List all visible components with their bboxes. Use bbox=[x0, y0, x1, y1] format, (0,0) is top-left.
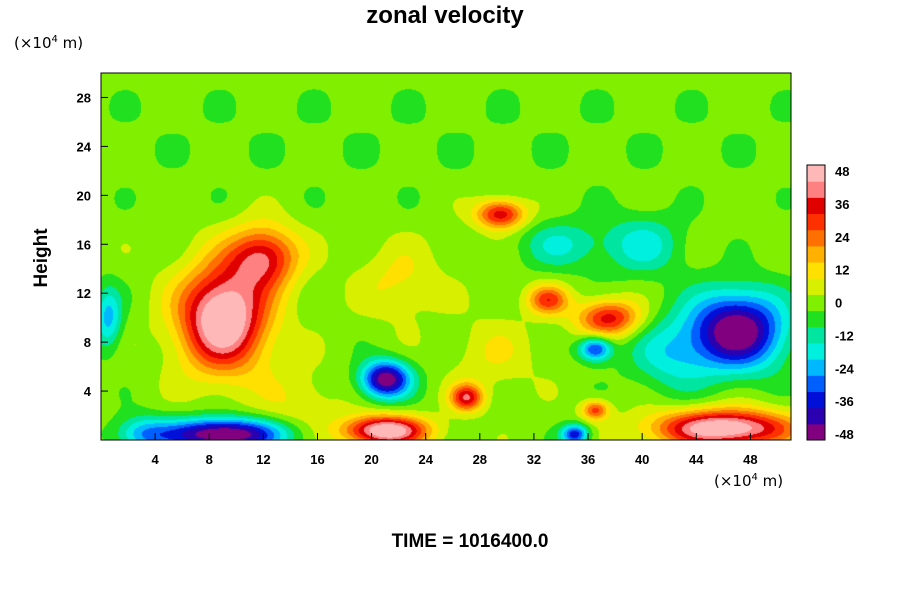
colorbar-band bbox=[807, 181, 825, 198]
y-tick-label: 8 bbox=[84, 335, 91, 350]
colorbar-band bbox=[807, 391, 825, 409]
colorbar-tick-label: 24 bbox=[835, 230, 850, 245]
plot-frame bbox=[100, 72, 792, 441]
y-unit-suffix: m) bbox=[57, 34, 84, 52]
x-tick-label: 8 bbox=[206, 452, 213, 467]
x-tick-label: 4 bbox=[152, 452, 160, 467]
colorbar: 48 36 24 12 0 -12 -24 -36 -48 bbox=[806, 164, 855, 442]
colorbar-band bbox=[807, 245, 825, 263]
colorbar-band bbox=[807, 294, 825, 312]
heatmap-field bbox=[101, 73, 791, 440]
colorbar-band bbox=[807, 375, 825, 392]
colorbar-band bbox=[807, 197, 825, 215]
colorbar-tick-label: -36 bbox=[835, 394, 854, 409]
colorbar-band bbox=[807, 407, 825, 425]
y-tick-label: 4 bbox=[84, 384, 92, 399]
colorbar-tick-label: 12 bbox=[835, 263, 849, 278]
colorbar-band bbox=[807, 165, 825, 182]
y-unit-prefix: (×10 bbox=[14, 34, 52, 52]
x-tick-label: 48 bbox=[743, 452, 757, 467]
x-unit-prefix: (×10 bbox=[714, 472, 752, 490]
colorbar-band bbox=[807, 278, 825, 295]
y-axis-unit: (×104 m) bbox=[14, 34, 83, 52]
x-tick-label: 36 bbox=[581, 452, 595, 467]
colorbar-band bbox=[807, 213, 825, 231]
colorbar-band bbox=[807, 262, 825, 279]
colorbar-band bbox=[807, 326, 825, 344]
x-tick-label: 20 bbox=[364, 452, 378, 467]
colorbar-tick-label: -24 bbox=[835, 361, 855, 376]
x-unit-suffix: m) bbox=[757, 472, 784, 490]
colorbar-tick-label: -48 bbox=[835, 427, 854, 442]
colorbar-band bbox=[807, 229, 825, 247]
x-tick-label: 44 bbox=[689, 452, 704, 467]
x-tick-label: 40 bbox=[635, 452, 649, 467]
colorbar-band bbox=[807, 423, 825, 441]
x-axis-ticks: 4 8 12 16 20 24 28 32 36 40 44 48 bbox=[152, 433, 758, 467]
x-tick-label: 28 bbox=[473, 452, 487, 467]
x-tick-label: 32 bbox=[527, 452, 541, 467]
y-tick-label: 28 bbox=[77, 90, 91, 105]
colorbar-tick-label: 0 bbox=[835, 296, 842, 311]
x-tick-label: 24 bbox=[418, 452, 433, 467]
x-unit-exponent: 4 bbox=[751, 472, 758, 483]
y-tick-label: 12 bbox=[77, 286, 91, 301]
colorbar-band bbox=[807, 310, 825, 328]
y-unit-exponent: 4 bbox=[51, 34, 58, 45]
y-tick-label: 16 bbox=[77, 237, 91, 252]
colorbar-frame bbox=[806, 164, 826, 441]
colorbar-band bbox=[807, 342, 825, 360]
colorbar-tick-label: -12 bbox=[835, 328, 854, 343]
y-axis-ticks: 4 8 12 16 20 24 28 bbox=[77, 90, 108, 399]
colorbar-tick-label: 36 bbox=[835, 197, 849, 212]
y-tick-label: 20 bbox=[77, 188, 91, 203]
chart-title: zonal velocity bbox=[366, 2, 524, 29]
x-tick-label: 16 bbox=[310, 452, 324, 467]
time-readout: TIME = 1016400.0 bbox=[391, 531, 549, 552]
x-axis-unit: (×104 m) bbox=[714, 472, 783, 490]
x-tick-label: 12 bbox=[256, 452, 270, 467]
colorbar-tick-label: 48 bbox=[835, 164, 849, 179]
y-tick-label: 24 bbox=[77, 139, 92, 154]
colorbar-band bbox=[807, 359, 825, 376]
